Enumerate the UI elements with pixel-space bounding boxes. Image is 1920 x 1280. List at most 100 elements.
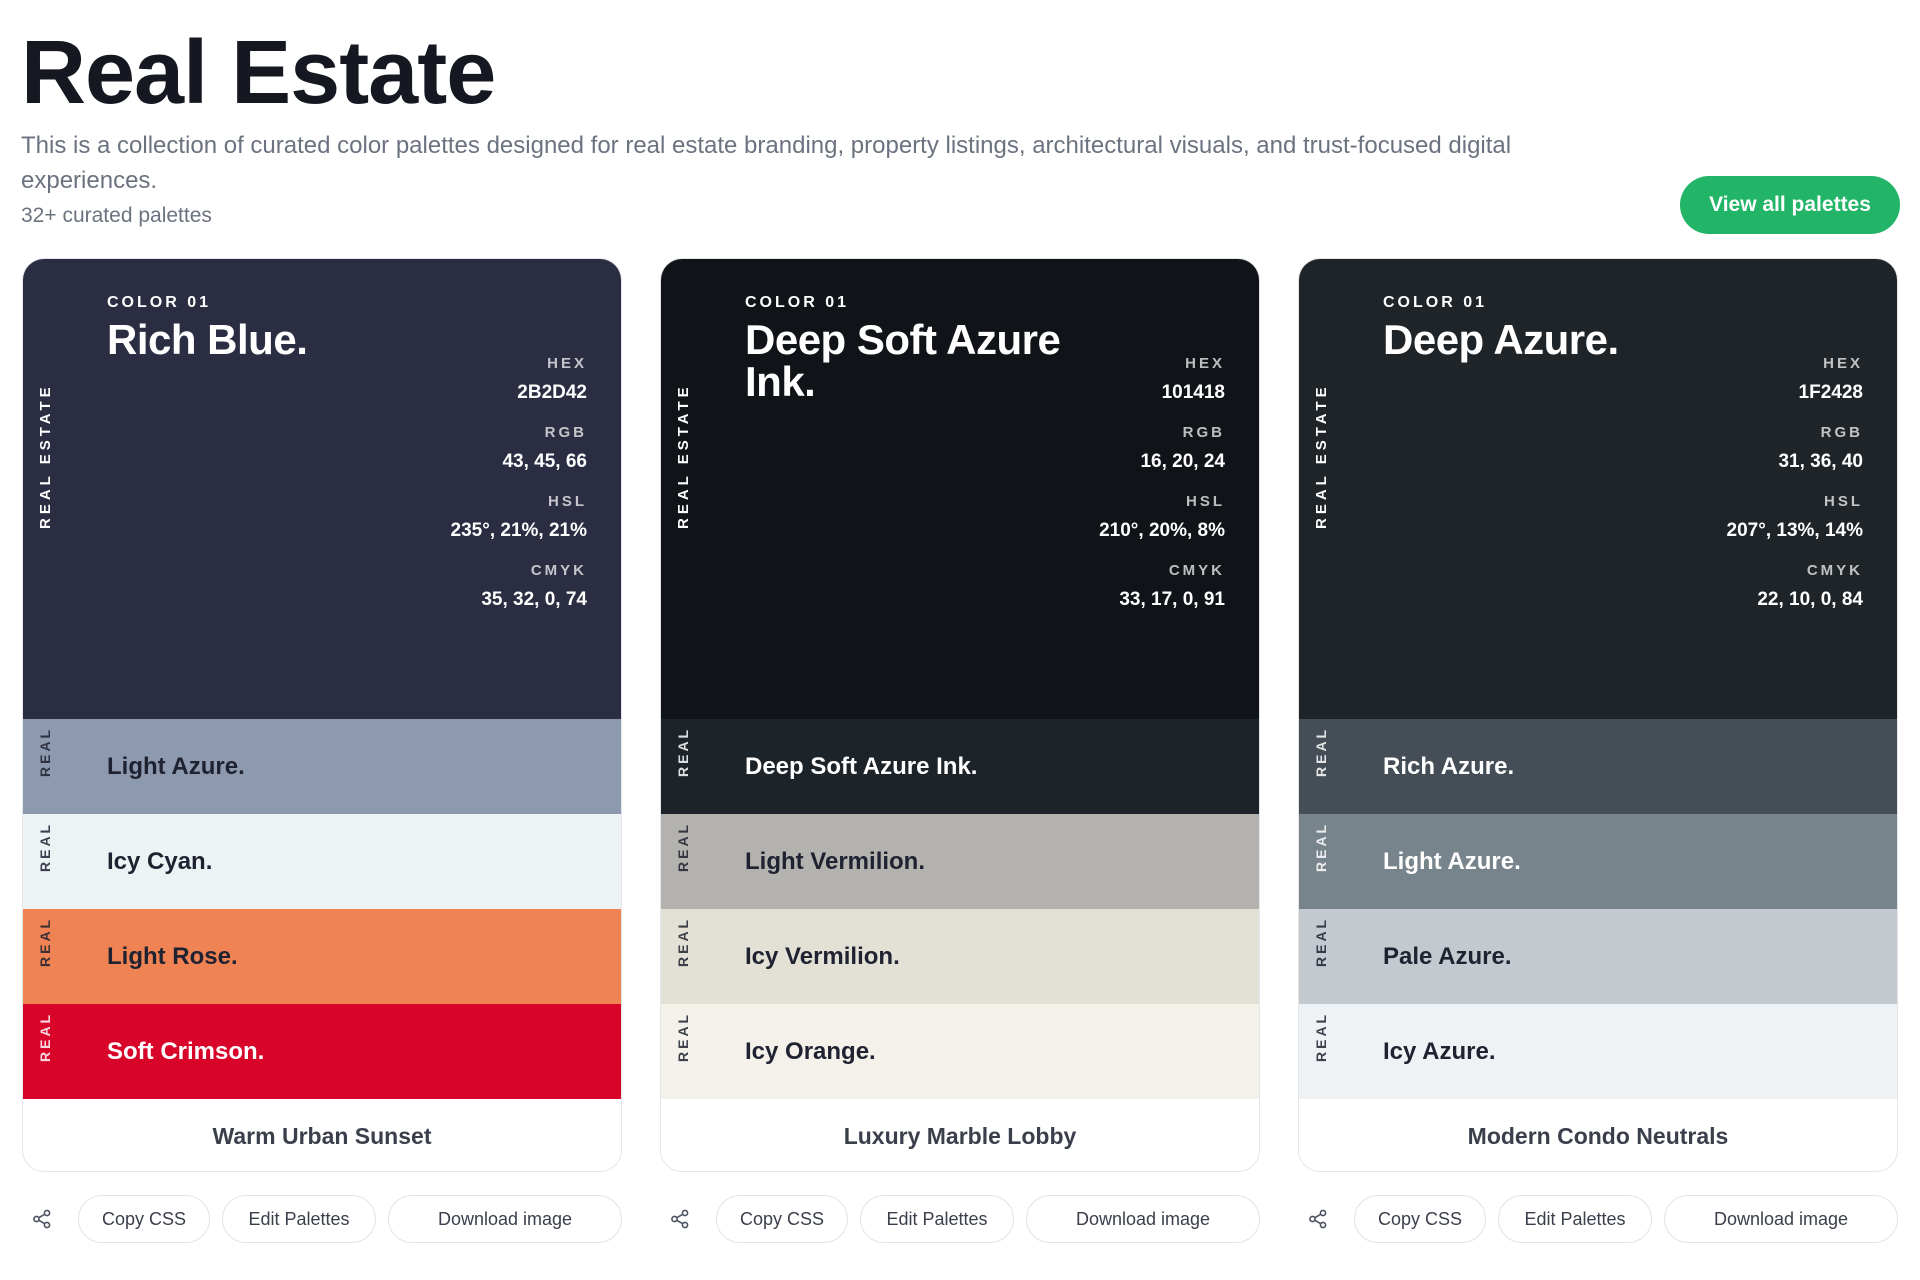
color-specs: HEX 1F2428 RGB 31, 36, 40 HSL 207°, 13%, 14… (1727, 355, 1863, 631)
page-title: Real Estate (21, 23, 496, 123)
spec-cmyk[interactable]: CMYK 22, 10, 0, 84 (1727, 562, 1863, 611)
spec-value: 210°, 20%, 8% (1099, 520, 1225, 541)
palette-card[interactable]: REAL ESTATE COLOR 01 Rich Blue. HEX 2B2D4… (22, 258, 622, 1172)
primary-swatch[interactable]: REAL ESTATE COLOR 01 Rich Blue. HEX 2B2D4… (23, 259, 621, 719)
color-swatch[interactable]: REAL Soft Crimson. (23, 1004, 621, 1099)
side-label: REAL ESTATE (1313, 383, 1330, 529)
copy-css-button[interactable]: Copy CSS (78, 1195, 210, 1243)
side-label: REAL ESTATE (675, 383, 692, 529)
download-image-button[interactable]: Download image (388, 1195, 622, 1243)
spec-key: CMYK (1806, 562, 1863, 579)
swatch-name: Icy Orange. (745, 1037, 876, 1065)
primary-swatch[interactable]: REAL ESTATE COLOR 01 Deep Azure. HEX 1F24… (1299, 259, 1897, 719)
palette-card[interactable]: REAL ESTATE COLOR 01 Deep Azure. HEX 1F24… (1298, 258, 1898, 1172)
share-icon[interactable] (670, 1209, 690, 1229)
swatch-name: Rich Azure. (1383, 752, 1515, 780)
swatch-tag: REAL (675, 1011, 691, 1062)
swatch-name: Light Rose. (107, 942, 238, 970)
color-swatch[interactable]: REAL Light Rose. (23, 909, 621, 1004)
swatch-tag: REAL (1313, 726, 1329, 777)
spec-value: 31, 36, 40 (1778, 451, 1863, 472)
swatch-tag: REAL (675, 916, 691, 967)
color-swatch[interactable]: REAL Icy Orange. (661, 1004, 1259, 1099)
download-image-button[interactable]: Download image (1664, 1195, 1898, 1243)
spec-value: 43, 45, 66 (502, 451, 587, 472)
palette-name[interactable]: Modern Condo Neutrals (1467, 1122, 1729, 1149)
edit-palettes-button[interactable]: Edit Palettes (1498, 1195, 1652, 1243)
primary-color-name: Deep Azure. (1383, 316, 1619, 363)
color-specs: HEX 2B2D42 RGB 43, 45, 66 HSL 235°, 21%, 21… (451, 355, 587, 631)
palette-name[interactable]: Warm Urban Sunset (212, 1122, 432, 1149)
color-swatch[interactable]: REAL Light Vermilion. (661, 814, 1259, 909)
spec-key: HEX (547, 355, 587, 372)
palette-actions: Copy CSS Edit Palettes Download image (660, 1195, 1260, 1243)
swatch-tag: REAL (37, 916, 53, 967)
spec-key: HSL (1186, 493, 1225, 510)
share-icon[interactable] (1308, 1209, 1328, 1229)
palette-card[interactable]: REAL ESTATE COLOR 01 Deep Soft Azure Ink… (660, 258, 1260, 1172)
swatch-tag: REAL (1313, 821, 1329, 872)
swatch-name: Light Azure. (1383, 847, 1521, 875)
spec-rgb[interactable]: RGB 31, 36, 40 (1727, 424, 1863, 473)
palette-count: 32+ curated palettes (21, 204, 212, 227)
spec-key: HEX (1823, 355, 1863, 372)
swatch-tag: REAL (675, 821, 691, 872)
spec-hsl[interactable]: HSL 207°, 13%, 14% (1727, 493, 1863, 542)
color-swatch[interactable]: REAL Icy Vermilion. (661, 909, 1259, 1004)
spec-key: RGB (544, 424, 587, 441)
spec-hex[interactable]: HEX 1F2428 (1727, 355, 1863, 404)
color-swatch[interactable]: REAL Deep Soft Azure Ink. (661, 719, 1259, 814)
color-index: COLOR 01 (745, 294, 850, 311)
spec-value: 101418 (1161, 382, 1225, 403)
palette-actions: Copy CSS Edit Palettes Download image (22, 1195, 622, 1243)
download-image-button[interactable]: Download image (1026, 1195, 1260, 1243)
swatch-tag: REAL (37, 1011, 53, 1062)
spec-value: 2B2D42 (517, 382, 587, 403)
swatch-name: Light Vermilion. (745, 847, 926, 875)
spec-value: 22, 10, 0, 84 (1757, 589, 1863, 610)
primary-color-name: Rich Blue. (107, 316, 308, 363)
color-swatch[interactable]: REAL Light Azure. (23, 719, 621, 814)
swatch-name: Icy Vermilion. (745, 942, 900, 970)
palette-name[interactable]: Luxury Marble Lobby (843, 1122, 1077, 1149)
spec-cmyk[interactable]: CMYK 35, 32, 0, 74 (451, 562, 587, 611)
spec-key: CMYK (530, 562, 587, 579)
swatch-tag: REAL (1313, 1011, 1329, 1062)
color-swatch[interactable]: REAL Icy Azure. (1299, 1004, 1897, 1099)
swatch-tag: REAL (1313, 916, 1329, 967)
color-swatch[interactable]: REAL Light Azure. (1299, 814, 1897, 909)
spec-cmyk[interactable]: CMYK 33, 17, 0, 91 (1099, 562, 1225, 611)
swatch-tag: REAL (37, 726, 53, 777)
color-swatch[interactable]: REAL Pale Azure. (1299, 909, 1897, 1004)
spec-key: CMYK (1168, 562, 1225, 579)
spec-key: RGB (1182, 424, 1225, 441)
spec-value: 33, 17, 0, 91 (1119, 589, 1225, 610)
color-swatch[interactable]: REAL Icy Cyan. (23, 814, 621, 909)
swatch-name: Icy Azure. (1383, 1037, 1496, 1065)
swatch-name: Deep Soft Azure Ink. (745, 752, 978, 780)
spec-key: HSL (1824, 493, 1863, 510)
palette-actions: Copy CSS Edit Palettes Download image (1298, 1195, 1898, 1243)
page-description: This is a collection of curated color pa… (21, 132, 1512, 194)
swatch-name: Soft Crimson. (107, 1037, 265, 1065)
copy-css-button[interactable]: Copy CSS (716, 1195, 848, 1243)
edit-palettes-button[interactable]: Edit Palettes (222, 1195, 376, 1243)
spec-rgb[interactable]: RGB 16, 20, 24 (1099, 424, 1225, 473)
view-all-palettes-button[interactable]: View all palettes (1680, 176, 1900, 234)
color-swatch[interactable]: REAL Rich Azure. (1299, 719, 1897, 814)
spec-key: RGB (1820, 424, 1863, 441)
primary-color-name: Deep Soft Azure Ink. (745, 316, 1061, 405)
copy-css-button[interactable]: Copy CSS (1354, 1195, 1486, 1243)
spec-rgb[interactable]: RGB 43, 45, 66 (451, 424, 587, 473)
spec-hex[interactable]: HEX 2B2D42 (451, 355, 587, 404)
spec-value: 1F2428 (1798, 382, 1863, 403)
primary-swatch[interactable]: REAL ESTATE COLOR 01 Deep Soft Azure Ink… (661, 259, 1259, 719)
spec-hsl[interactable]: HSL 210°, 20%, 8% (1099, 493, 1225, 542)
share-icon[interactable] (32, 1209, 52, 1229)
edit-palettes-button[interactable]: Edit Palettes (860, 1195, 1014, 1243)
spec-hex[interactable]: HEX 101418 (1099, 355, 1225, 404)
spec-hsl[interactable]: HSL 235°, 21%, 21% (451, 493, 587, 542)
color-index: COLOR 01 (1383, 294, 1488, 311)
color-specs: HEX 101418 RGB 16, 20, 24 HSL 210°, 20%, 8%… (1099, 355, 1225, 631)
spec-value: 235°, 21%, 21% (450, 520, 587, 541)
